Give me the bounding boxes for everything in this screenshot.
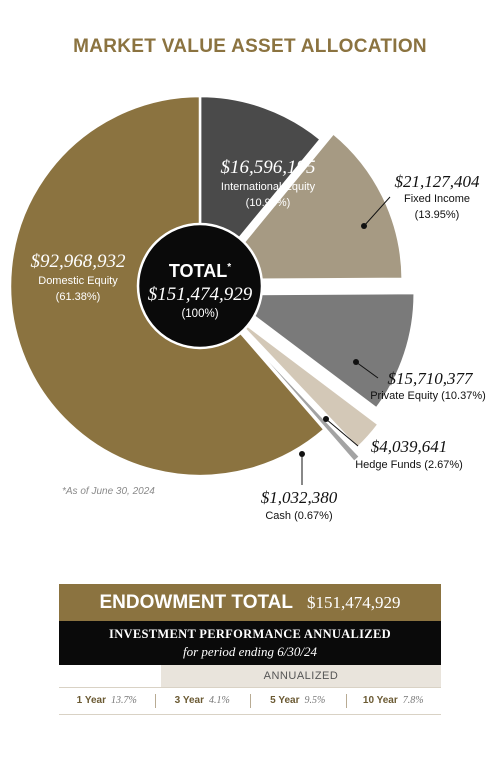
slice-value-cash: $1,032,380 [261, 488, 338, 507]
slice-label-private-equity: Private Equity (10.37%) [370, 390, 486, 402]
period-value: 13.7% [110, 695, 137, 706]
slice-label-fixed-income: Fixed Income [404, 193, 470, 205]
annualized-label: ANNUALIZED [161, 665, 441, 687]
period-3-year: 3 Year 4.1% [154, 688, 251, 714]
pie-slice-fixed-income [209, 131, 404, 282]
pie-slice-private-equity [220, 291, 416, 411]
period-1-year: 1 Year 13.7% [59, 688, 155, 714]
pie-slice-hedge-funds [225, 308, 381, 450]
period-label: 3 Year [174, 695, 204, 706]
endowment-panel: ENDOWMENT TOTAL $151,474,929 INVESTMENT P… [59, 584, 441, 715]
pie-chart: TOTAL* $151,474,929 (100%) $16,596,195 Inter… [8, 94, 486, 522]
chart-title: MARKET VALUE ASSET ALLOCATION [73, 36, 427, 57]
endowment-total-label: ENDOWMENT TOTAL [99, 592, 294, 613]
annualized-spacer [59, 665, 161, 687]
as-of-footnote: *As of June 30, 2024 [62, 486, 155, 497]
total-marker: * [227, 262, 231, 273]
endowment-total-value: $151,474,929 [307, 593, 401, 612]
period-5-year: 5 Year 9.5% [250, 688, 346, 714]
slice-label-international-equity: International Equity [221, 181, 316, 193]
slice-label-domestic-equity: Domestic Equity [38, 275, 118, 287]
leader-line-fixed-income [363, 196, 391, 227]
total-percent: (100%) [181, 308, 218, 320]
period-value: 4.1% [208, 695, 230, 706]
slice-label-cash: Cash (0.67%) [265, 510, 332, 522]
annualized-row: ANNUALIZED [59, 665, 441, 687]
total-label: TOTAL* [169, 261, 231, 281]
period-value: 7.8% [402, 695, 424, 706]
pie-slice-cash [228, 317, 362, 464]
leader-line-hedge-funds [325, 418, 359, 447]
slice-label-hedge-funds: Hedge Funds (2.67%) [355, 459, 463, 471]
slice-pct-international-equity: (10.96%) [246, 197, 291, 209]
performance-header: INVESTMENT PERFORMANCE ANNUALIZED for pe… [59, 621, 441, 665]
period-label: 5 Year [270, 695, 300, 706]
slice-value-hedge-funds: $4,039,641 [371, 437, 448, 456]
endowment-header: ENDOWMENT TOTAL $151,474,929 [59, 584, 441, 621]
period-label: 10 Year [362, 695, 398, 706]
performance-title: INVESTMENT PERFORMANCE ANNUALIZED [109, 627, 391, 641]
slice-value-international-equity: $16,596,195 [221, 157, 316, 178]
total-center-circle [136, 222, 264, 350]
slice-pct-domestic-equity: (61.38%) [56, 291, 101, 303]
slice-value-private-equity: $15,710,377 [388, 369, 475, 388]
period-label: 1 Year [76, 695, 106, 706]
performance-subtitle: for period ending 6/30/24 [183, 644, 317, 659]
leader-line-private-equity [355, 361, 379, 379]
slice-value-fixed-income: $21,127,404 [395, 172, 481, 191]
period-10-year: 10 Year 7.8% [345, 688, 442, 714]
period-value: 9.5% [304, 695, 326, 706]
slice-pct-fixed-income: (13.95%) [415, 209, 460, 221]
slice-value-domestic-equity: $92,968,932 [31, 251, 127, 272]
performance-row: 1 Year 13.7% 3 Year 4.1% 5 Year 9.5% 10 Yea… [59, 687, 441, 715]
total-value: $151,474,929 [148, 284, 253, 305]
